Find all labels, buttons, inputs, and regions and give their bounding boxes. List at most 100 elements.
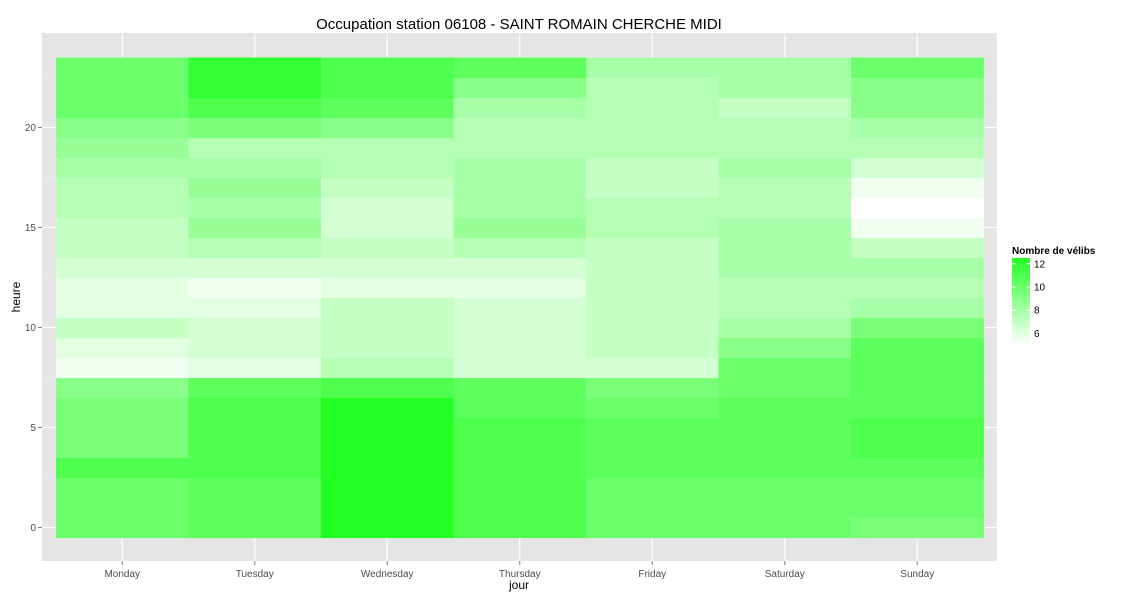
heatmap-cell bbox=[56, 197, 190, 219]
legend-title: Nombre de vélibs bbox=[1012, 246, 1096, 257]
heatmap-cell bbox=[188, 317, 322, 339]
heatmap-cell bbox=[453, 337, 587, 359]
heatmap-cell bbox=[851, 457, 985, 479]
heatmap-cell bbox=[188, 217, 322, 239]
y-tick-label: 15 bbox=[25, 223, 37, 234]
heatmap-cell bbox=[453, 257, 587, 279]
heatmap-cell bbox=[851, 417, 985, 439]
heatmap-cell bbox=[453, 497, 587, 519]
x-tick-label: Monday bbox=[104, 569, 140, 580]
heatmap-cell bbox=[718, 377, 852, 399]
heatmap-cell bbox=[321, 457, 455, 479]
heatmap-cell bbox=[586, 237, 720, 259]
heatmap-cell bbox=[718, 477, 852, 499]
heatmap-cell bbox=[851, 77, 985, 99]
heatmap-cell bbox=[718, 77, 852, 99]
heatmap-cell bbox=[453, 517, 587, 539]
heatmap-cell bbox=[453, 377, 587, 399]
heatmap-cell bbox=[321, 437, 455, 459]
heatmap-cell bbox=[851, 297, 985, 319]
heatmap-cell bbox=[718, 57, 852, 79]
x-tick-label: Saturday bbox=[765, 569, 805, 580]
heatmap-cell bbox=[56, 497, 190, 519]
y-tick-label: 20 bbox=[25, 123, 37, 134]
heatmap-cell bbox=[586, 357, 720, 379]
heatmap-cell bbox=[453, 57, 587, 79]
heatmap-cell bbox=[321, 117, 455, 139]
heatmap-cell bbox=[851, 97, 985, 119]
heatmap-cell bbox=[56, 337, 190, 359]
heatmap-cell bbox=[586, 57, 720, 79]
heatmap-cell bbox=[851, 497, 985, 519]
heatmap-cell bbox=[56, 117, 190, 139]
heatmap-cell bbox=[321, 317, 455, 339]
heatmap-cell bbox=[586, 297, 720, 319]
heatmap-cell bbox=[56, 517, 190, 539]
heatmap-cell bbox=[321, 97, 455, 119]
heatmap-cell bbox=[586, 137, 720, 159]
heatmap-cell bbox=[321, 137, 455, 159]
legend-tick-label: 6 bbox=[1034, 329, 1040, 340]
heatmap-cell bbox=[321, 197, 455, 219]
heatmap-cell bbox=[188, 157, 322, 179]
heatmap-cell bbox=[56, 77, 190, 99]
heatmap-cell bbox=[718, 237, 852, 259]
heatmap-cell bbox=[453, 117, 587, 139]
heatmap-cell bbox=[586, 317, 720, 339]
heatmap-cell bbox=[453, 217, 587, 239]
heatmap-cell bbox=[718, 317, 852, 339]
heatmap-cell bbox=[321, 377, 455, 399]
heatmap-cell bbox=[453, 97, 587, 119]
heatmap-cell bbox=[453, 437, 587, 459]
x-tick-label: Tuesday bbox=[236, 569, 274, 580]
heatmap-cell bbox=[188, 517, 322, 539]
heatmap-cell bbox=[188, 337, 322, 359]
heatmap-cell bbox=[56, 217, 190, 239]
heatmap-cell bbox=[188, 117, 322, 139]
legend-tick-label: 12 bbox=[1034, 259, 1046, 270]
heatmap-cell bbox=[718, 337, 852, 359]
heatmap-cell bbox=[56, 57, 190, 79]
heatmap-cell bbox=[188, 257, 322, 279]
heatmap-cell bbox=[718, 457, 852, 479]
x-tick-label: Thursday bbox=[499, 569, 541, 580]
heatmap-cell bbox=[718, 497, 852, 519]
heatmap-cell bbox=[321, 477, 455, 499]
heatmap-cell bbox=[56, 297, 190, 319]
heatmap-cell bbox=[851, 157, 985, 179]
heatmap-cell bbox=[321, 277, 455, 299]
x-axis-ticks: Monday Tuesday Wednesday Thursday Friday Satu… bbox=[104, 561, 934, 580]
heatmap-cell bbox=[851, 217, 985, 239]
heatmap-cell bbox=[453, 157, 587, 179]
heatmap-cell bbox=[56, 477, 190, 499]
legend-ticks: 12 10 8 6 bbox=[1012, 259, 1046, 340]
heatmap-cell bbox=[321, 217, 455, 239]
heatmap-cell bbox=[56, 417, 190, 439]
heatmap-cell bbox=[586, 437, 720, 459]
y-axis-ticks: 0 5 10 15 20 bbox=[25, 123, 42, 534]
heatmap-cell bbox=[851, 477, 985, 499]
heatmap-cell bbox=[188, 497, 322, 519]
heatmap-cell bbox=[851, 177, 985, 199]
heatmap-cell bbox=[586, 337, 720, 359]
heatmap-cell bbox=[586, 517, 720, 539]
heatmap-cell bbox=[718, 217, 852, 239]
heatmap-cell bbox=[851, 257, 985, 279]
x-tick-label: Friday bbox=[638, 569, 666, 580]
heatmap-cell bbox=[586, 457, 720, 479]
heatmap-cell bbox=[321, 157, 455, 179]
heatmap-cell bbox=[851, 57, 985, 79]
heatmap-cell bbox=[718, 117, 852, 139]
heatmap-cell bbox=[586, 477, 720, 499]
heatmap-cell bbox=[851, 357, 985, 379]
heatmap-cell bbox=[321, 497, 455, 519]
heatmap-cell bbox=[718, 257, 852, 279]
heatmap-cell bbox=[56, 397, 190, 419]
heatmap-cell bbox=[321, 337, 455, 359]
heatmap-cell bbox=[718, 517, 852, 539]
heatmap-cell bbox=[851, 137, 985, 159]
heatmap-cell bbox=[586, 177, 720, 199]
heatmap-cell bbox=[851, 437, 985, 459]
chart-title: Occupation station 06108 - SAINT ROMAIN … bbox=[316, 16, 722, 33]
